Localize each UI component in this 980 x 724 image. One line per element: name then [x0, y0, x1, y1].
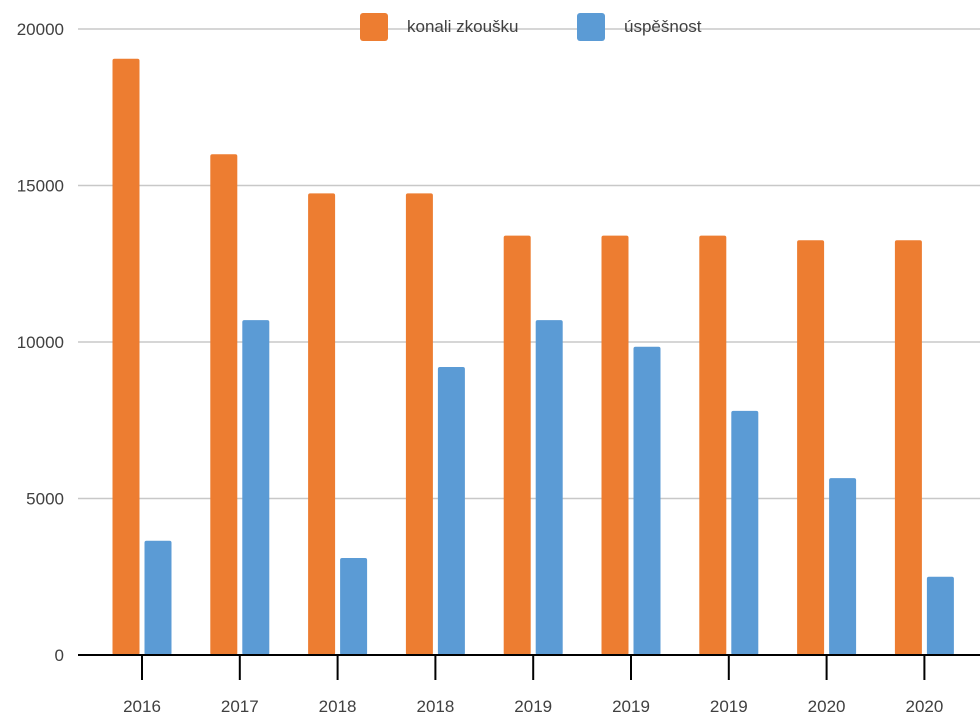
- bar-uspesnost: [437, 367, 465, 655]
- x-tick-label: 2020: [905, 697, 943, 716]
- legend-swatch: [360, 13, 388, 41]
- y-tick-label: 5000: [26, 490, 64, 509]
- legend: konali zkoušku úspěšnost: [360, 13, 702, 41]
- x-tick-label: 2016: [123, 697, 161, 716]
- bar-konali-zkousku: [601, 235, 629, 655]
- bar-konali-zkousku: [112, 58, 140, 656]
- bar-konali-zkousku: [210, 154, 238, 655]
- bar-konali-zkousku: [894, 240, 922, 655]
- x-tick-label: 2018: [319, 697, 357, 716]
- x-axis: [78, 654, 980, 680]
- y-tick-label: 10000: [17, 333, 64, 352]
- y-axis-tick-labels: 0 5000 10000 15000 20000: [17, 20, 64, 665]
- bar-konali-zkousku: [699, 235, 727, 655]
- x-tick-label: 2018: [416, 697, 454, 716]
- x-tick-label: 2017: [221, 697, 259, 716]
- bar-uspesnost: [731, 410, 759, 655]
- bar-uspesnost: [633, 346, 661, 655]
- bar-uspesnost: [144, 540, 172, 655]
- bars: [112, 58, 954, 656]
- bar-konali-zkousku: [405, 193, 433, 655]
- x-tick-label: 2019: [612, 697, 650, 716]
- bar-uspesnost: [535, 320, 563, 655]
- bar-konali-zkousku: [308, 193, 336, 655]
- bar-uspesnost: [242, 320, 270, 655]
- y-tick-label: 20000: [17, 20, 64, 39]
- legend-label: úspěšnost: [624, 17, 702, 36]
- legend-swatch: [577, 13, 605, 41]
- x-tick-label: 2020: [808, 697, 846, 716]
- bar-uspesnost: [926, 576, 954, 655]
- x-tick-label: 2019: [514, 697, 552, 716]
- bar-uspesnost: [340, 557, 368, 655]
- x-tick-label: 2019: [710, 697, 748, 716]
- bar-konali-zkousku: [503, 235, 531, 655]
- y-tick-label: 15000: [17, 177, 64, 196]
- y-tick-label: 0: [55, 646, 64, 665]
- legend-label: konali zkoušku: [407, 17, 519, 36]
- bar-uspesnost: [829, 478, 857, 655]
- bar-konali-zkousku: [797, 240, 825, 655]
- x-axis-tick-labels: 2016 2017 2018 2018 2019 2019 2019 2020 2020: [123, 697, 943, 716]
